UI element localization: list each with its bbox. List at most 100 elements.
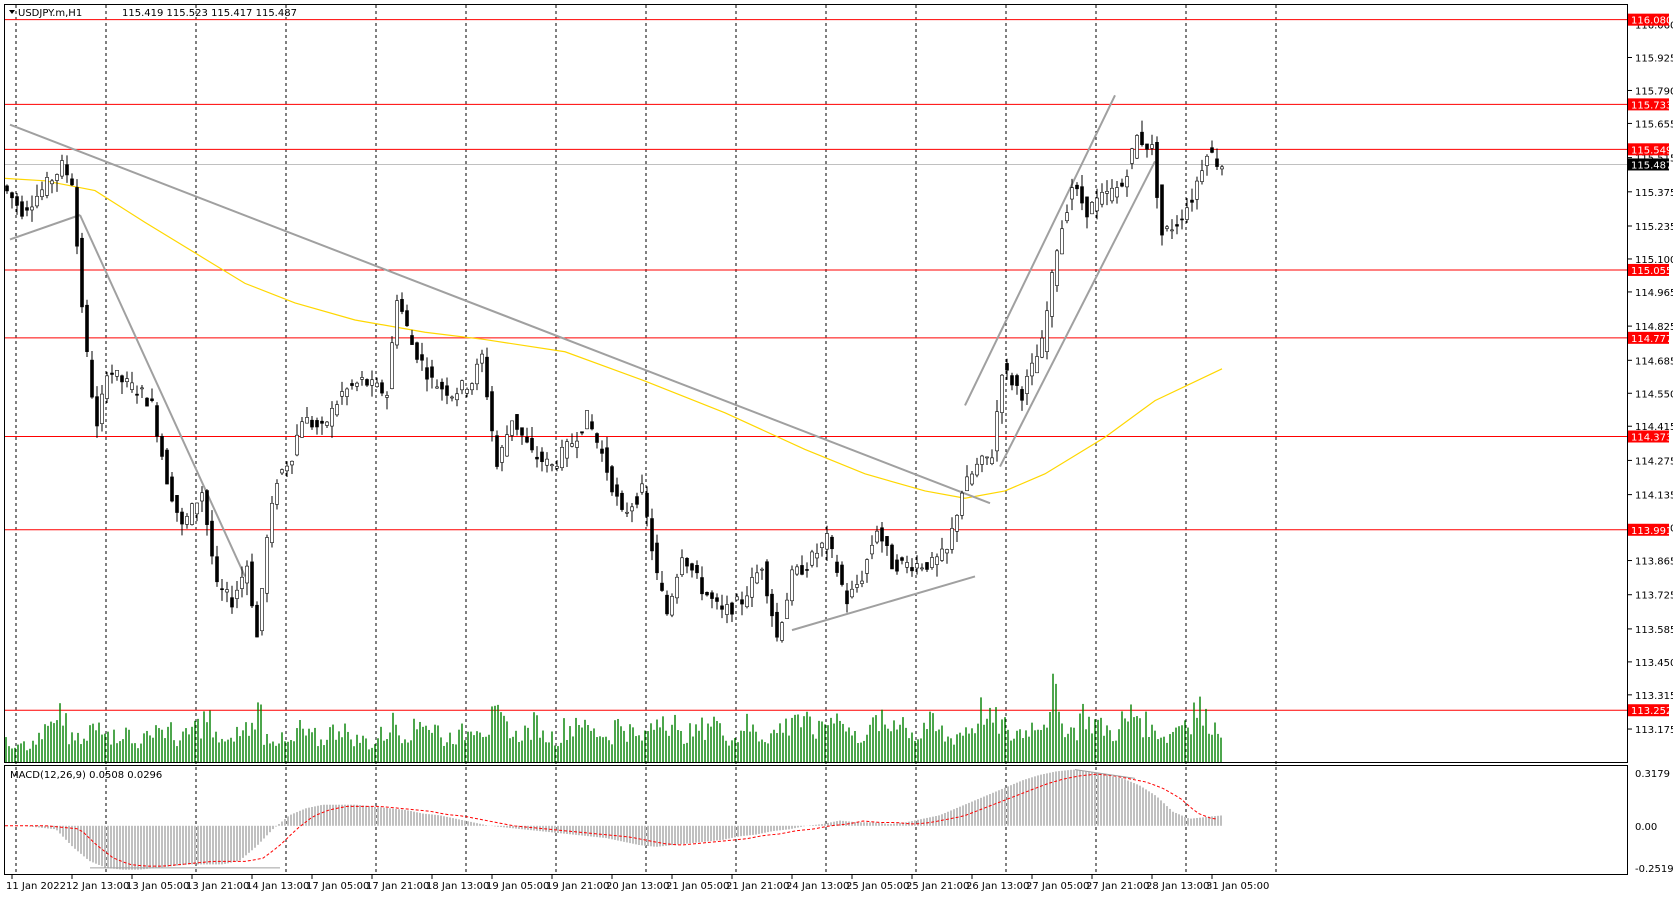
candle-body [300,421,304,438]
price-tick-label: 115.655 [1635,119,1673,130]
candle-body [245,565,249,584]
time-tick-label: 26 Jan 13:00 [966,881,1029,892]
time-tick-label: 18 Jan 13:00 [426,881,489,892]
candle-body [145,397,149,407]
time-tick-label: 13 Jan 05:00 [126,881,189,892]
level-tag-bg [1628,704,1669,717]
candle-body [715,597,719,602]
candle-body [610,466,614,493]
price-tick-label: 113.315 [1635,691,1673,702]
macd-indicator [5,769,1222,870]
candle-body [655,542,659,574]
level-tag: 115.733 [1631,100,1672,111]
candle-body [165,449,169,485]
candle-body [65,164,69,176]
candle-body [465,389,469,394]
candle-body [1110,187,1114,202]
price-tick-label: 114.415 [1635,422,1673,433]
candle-body [180,511,184,525]
candle-body [30,206,34,211]
candle-body [700,577,704,595]
candle-body [170,476,174,502]
time-tick-label: 19 Jan 21:00 [546,881,609,892]
candle-body [440,381,444,390]
candle-body [780,622,784,641]
candle-body [335,404,339,416]
symbol-dropdown-icon[interactable] [9,10,15,14]
candle-body [680,557,684,575]
candle-body [175,495,179,513]
candle-body [200,492,204,502]
price-tick-label: 114.275 [1635,456,1673,467]
candle-body [1160,184,1164,236]
candle-body [730,602,734,615]
candle-body [365,379,369,386]
candle-body [905,562,909,568]
macd-divergence-line [1074,769,1136,779]
level-tag-bg [1628,13,1669,26]
candle-body [590,421,594,430]
candle-body [760,568,764,571]
candle-body [525,436,529,443]
candle-body [1180,218,1184,221]
candle-body [130,382,134,390]
candle-body [105,375,109,399]
candle-body [90,359,94,398]
candle-body [125,378,129,382]
trendline [791,575,976,632]
price-tick-label: 114.550 [1635,389,1673,400]
price-tick-label: 113.450 [1635,658,1673,669]
candle-body [320,420,324,424]
candle-body [210,520,214,557]
candle-body [240,576,244,589]
candle-body [635,496,639,505]
candle-body [560,447,564,468]
trendline [964,94,1116,406]
candle-body [550,464,554,467]
time-tick-label: 28 Jan 13:00 [1146,881,1209,892]
candle-body [490,391,494,432]
macd-readout: MACD(12,26,9) 0.0508 0.0296 [10,770,162,781]
candle-body [880,527,884,542]
price-tick-label: 113.175 [1635,725,1673,736]
candle-body [215,556,219,583]
candle-body [535,456,539,460]
candle-body [660,582,664,591]
time-tick-label: 20 Jan 13:00 [606,881,669,892]
candle-body [530,438,534,451]
level-tag-bg [1628,263,1669,276]
candle-body [1095,197,1099,212]
candle-body [445,385,449,396]
candle-body [595,433,599,443]
candle-body [1220,166,1224,170]
level-lines [5,19,1627,711]
candle-body [995,411,999,452]
current-price-tag: 115.487 [1631,160,1672,171]
candle-body [40,189,44,197]
candle-body [1075,184,1079,190]
candle-body [1155,141,1159,198]
candle-body [1145,143,1149,150]
candle-body [395,300,399,346]
candle-body [585,410,589,430]
candle-body [955,515,959,532]
candle-body [270,502,274,543]
candle-body [330,408,334,427]
candle-body [545,458,549,466]
candle-body [280,469,284,474]
candle-body [815,552,819,559]
candle-body [820,542,824,548]
candle-body [740,599,744,605]
candle-body [1070,187,1074,200]
candle-body [980,455,984,465]
candle-body [1120,182,1124,187]
candle-body [1000,374,1004,413]
candle-body [870,544,874,555]
candle-body [1035,356,1039,374]
candle-body [340,391,344,397]
candle-body [1045,310,1049,352]
candle-body [945,549,949,554]
candle-body [10,192,14,199]
candle-body [360,377,364,380]
candle-body [750,577,754,598]
